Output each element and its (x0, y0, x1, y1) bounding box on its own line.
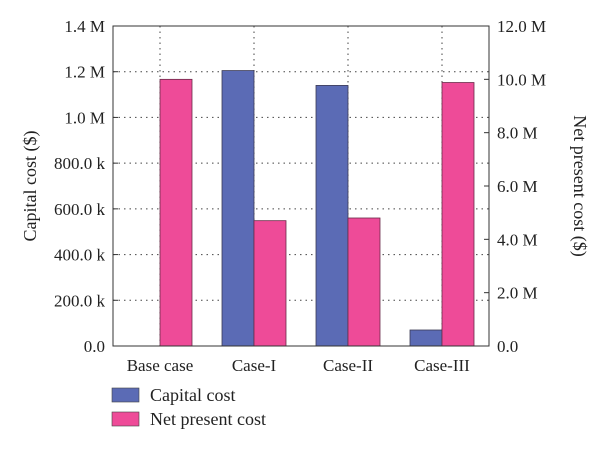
right-axis-tick-label: 2.0 M (497, 284, 538, 303)
right-axis-tick-label: 6.0 M (497, 177, 538, 196)
right-axis-tick-label: 10.0 M (497, 70, 546, 89)
category-label: Base case (127, 356, 194, 375)
right-axis-tick-label: 0.0 (497, 337, 518, 356)
bar-net-present-cost (441, 82, 475, 347)
left-axis-tick-label: 1.0 M (64, 108, 105, 127)
left-axis-tick-label: 600.0 k (54, 200, 106, 219)
right-axis-tick-label: 4.0 M (497, 230, 538, 249)
bars (159, 70, 475, 347)
legend-label: Capital cost (150, 385, 235, 405)
legend-swatch (111, 411, 140, 427)
left-axis-tick-label: 0.0 (84, 337, 105, 356)
right-axis-tick-label: 12.0 M (497, 17, 546, 36)
left-axis-title: Capital cost ($) (20, 131, 41, 242)
left-axis-tick-label: 800.0 k (54, 154, 106, 173)
left-axis-tick-label: 200.0 k (54, 291, 106, 310)
bar-net-present-cost (253, 220, 287, 347)
left-axis-tick-label: 1.2 M (64, 63, 105, 82)
left-axis-tick-label: 1.4 M (64, 17, 105, 36)
left-axis-tick-label: 400.0 k (54, 246, 106, 265)
bar-capital-cost (315, 85, 349, 347)
left-axis-tick-labels: 0.0 200.0 k 400.0 k 600.0 k 800.0 k 1.0 M 1.2 … (54, 17, 106, 356)
bar-capital-cost (221, 70, 255, 347)
right-axis-tick-label: 8.0 M (497, 124, 538, 143)
bar-capital-cost (409, 329, 443, 347)
category-label: Case-III (414, 356, 470, 375)
category-label: Case-II (323, 356, 373, 375)
right-axis-tick-labels: 0.0 2.0 M 4.0 M 6.0 M 8.0 M 10.0 M 12.0 M (497, 17, 546, 356)
bar-net-present-cost (159, 78, 193, 347)
bar-net-present-cost (347, 217, 381, 347)
legend-swatch (111, 387, 140, 403)
right-axis-title: Net present cost ($) (569, 115, 590, 256)
legend-label: Net present cost (150, 409, 266, 429)
legend: Capital cost Net present cost (111, 385, 266, 429)
category-label: Case-I (232, 356, 277, 375)
x-axis-category-labels: Base case Case-I Case-II Case-III (127, 356, 470, 375)
axis-ticks (113, 25, 489, 347)
